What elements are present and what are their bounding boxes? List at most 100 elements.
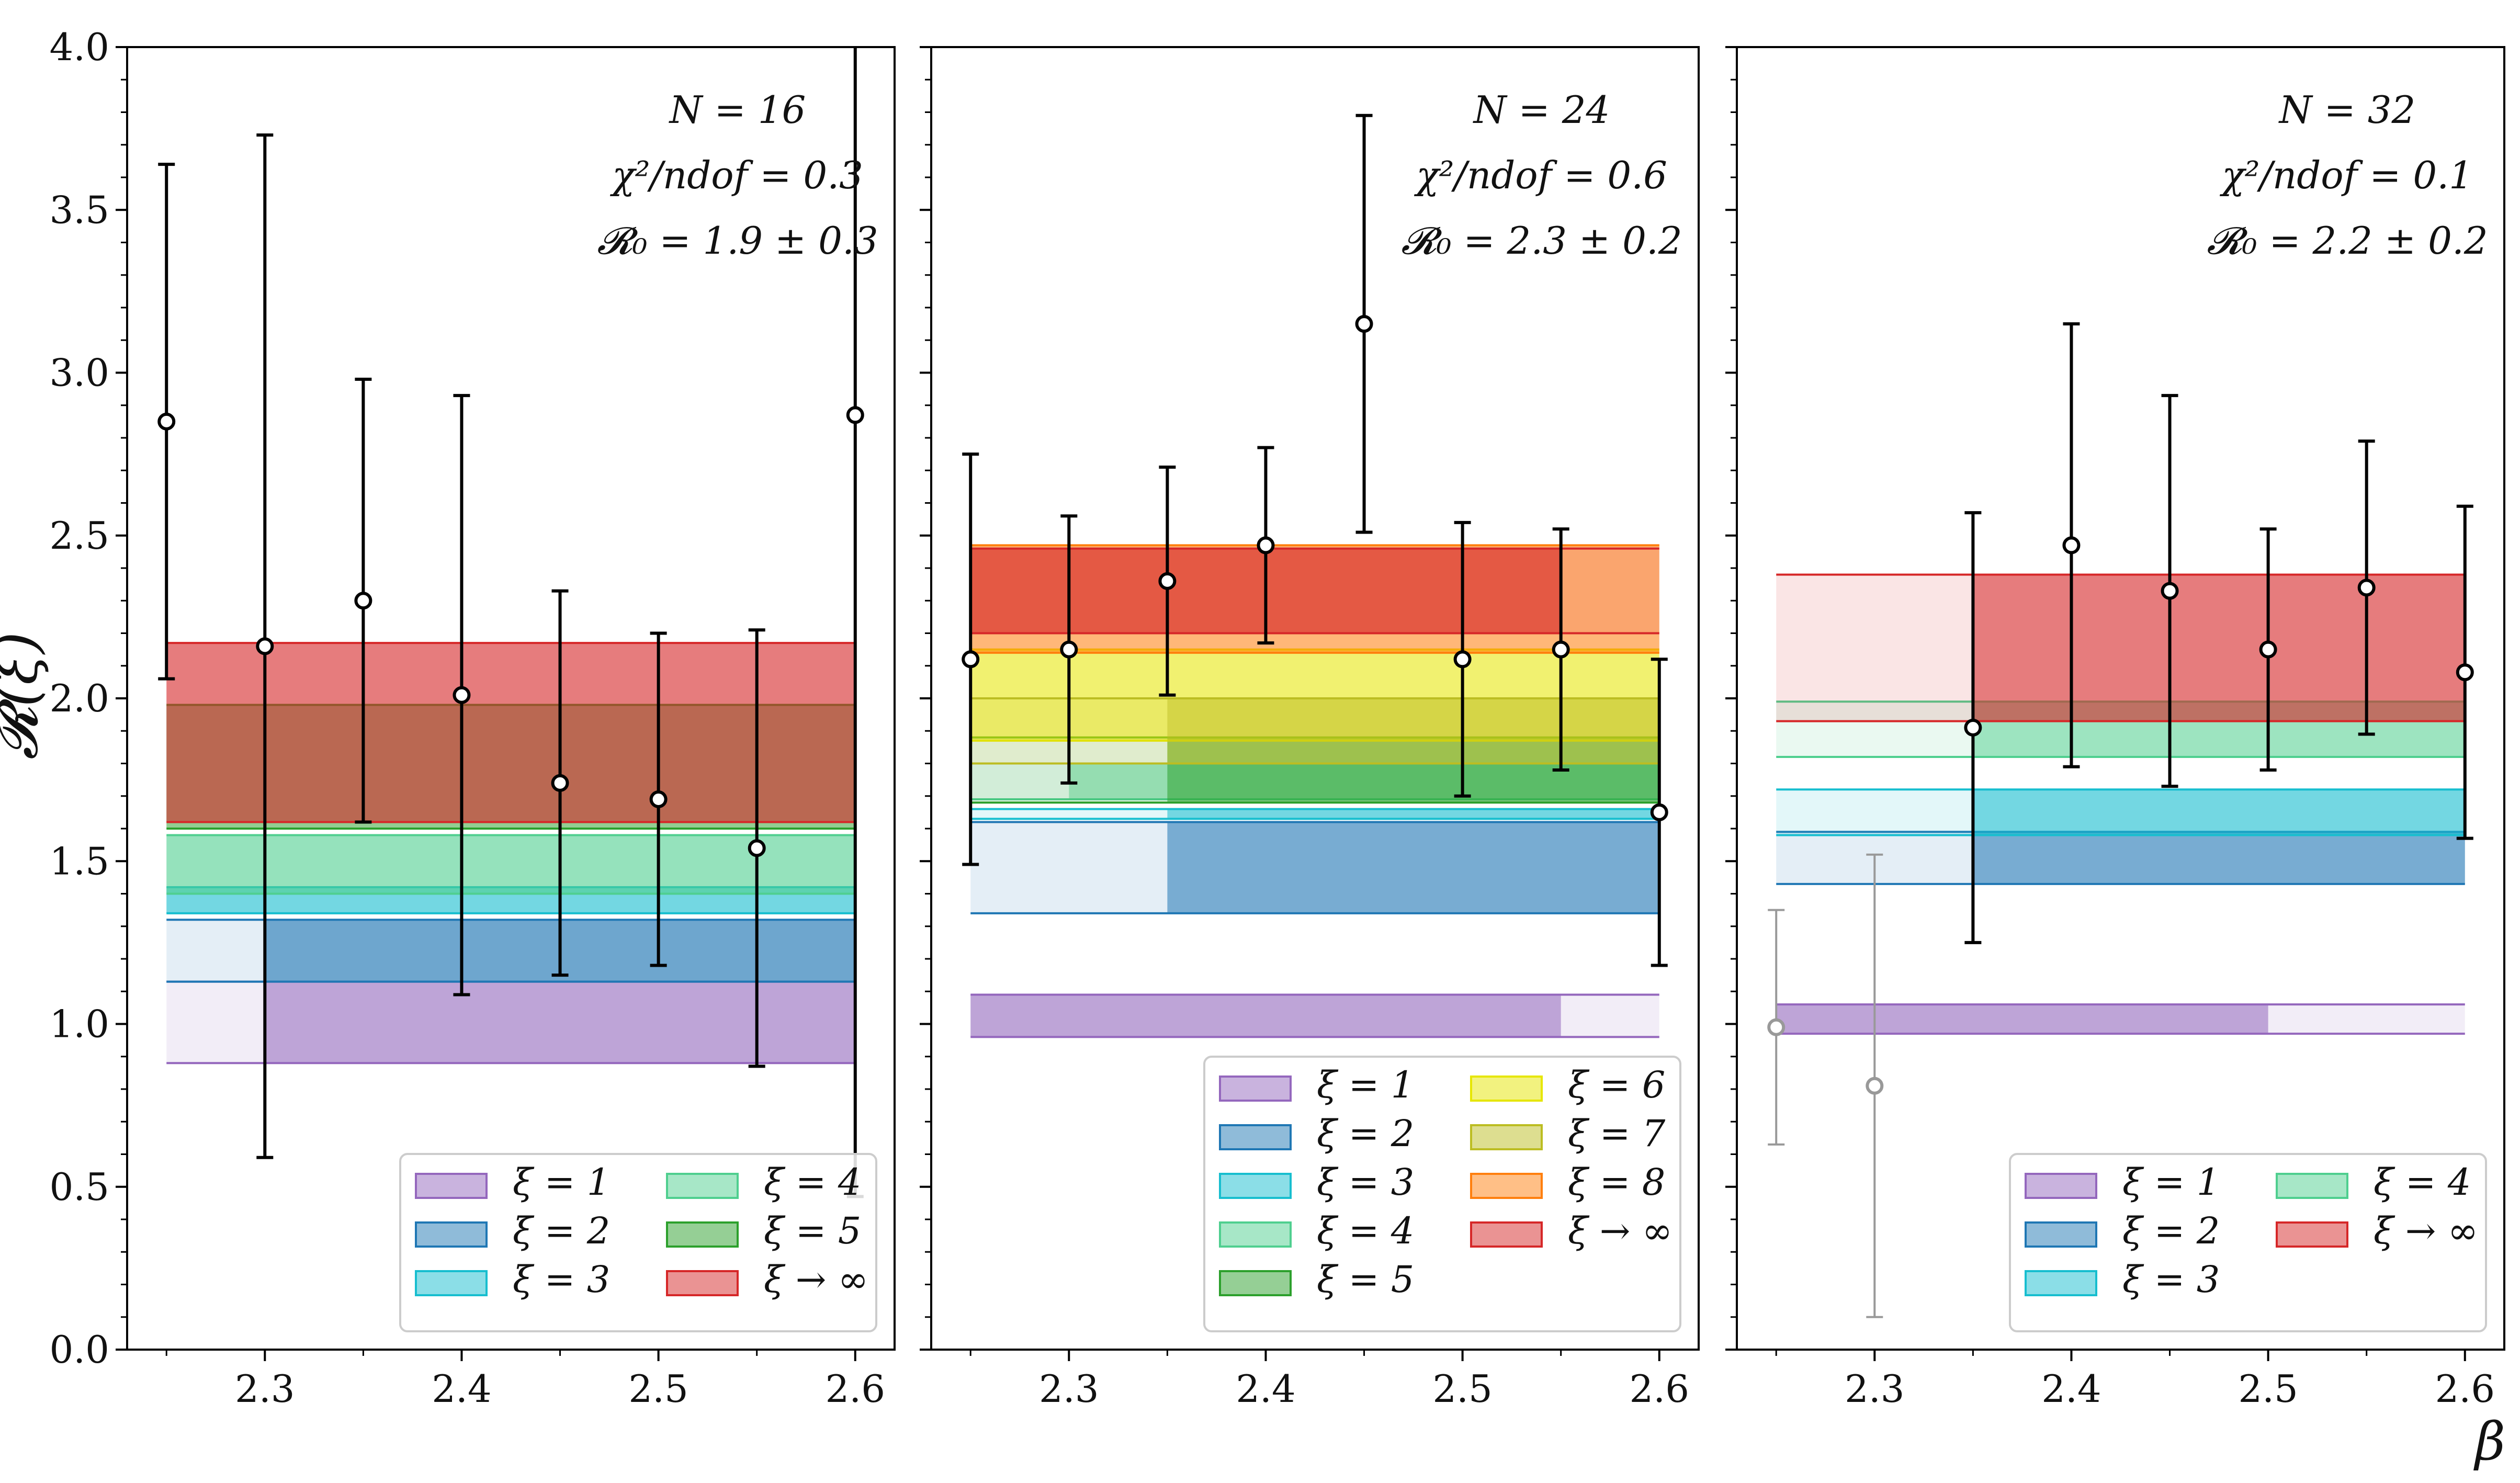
x-tick-label: 2.4: [1236, 1367, 1296, 1411]
legend: ξ = 1 ξ = 2 ξ = 3 ξ = 4 ξ → ∞: [2009, 1153, 2487, 1332]
data-marker: [649, 790, 668, 808]
band-xi-4: [166, 834, 855, 895]
panels: 2.3 2.4 2.5 2.6 0.0 0.5 1.0 1.5 2.0 2.5 3.0 3.5 4.0 N…: [49, 25, 2505, 1411]
data-point-6: [649, 631, 668, 967]
data-marker: [453, 686, 471, 704]
legend-swatch: [666, 1221, 739, 1248]
data-marker: [2357, 579, 2376, 597]
legend-entry: ξ → ∞: [1470, 1209, 1673, 1252]
data-point-4: [1257, 446, 1275, 645]
plot-area: [1767, 322, 2474, 1318]
data-marker: [846, 406, 864, 424]
y-tick-label: 2.5: [49, 514, 109, 558]
data-point-1: [157, 163, 176, 681]
legend-label: ξ = 2: [1317, 1112, 1414, 1155]
legend-label: ξ = 5: [764, 1209, 861, 1252]
legend-label: ξ = 1: [513, 1161, 610, 1204]
legend-entry: ξ = 1: [1219, 1063, 1414, 1106]
legend-swatch: [666, 1270, 739, 1296]
band-xi-2: [1776, 831, 2465, 885]
legend-swatch: [415, 1173, 488, 1199]
data-point-5: [551, 589, 569, 977]
legend-label: ξ = 3: [2122, 1258, 2220, 1301]
band-xi-2: [166, 919, 855, 983]
legend-swatch: [1470, 1076, 1543, 1102]
legend: ξ = 1 ξ = 2 ξ = 3 ξ = 4 ξ = 5 ξ → ∞: [399, 1153, 877, 1332]
legend-swatch: [415, 1270, 488, 1296]
data-point-3: [354, 377, 372, 824]
legend-entry: ξ = 1: [415, 1161, 610, 1204]
band-fit: [1973, 832, 2465, 884]
data-marker: [1552, 640, 1570, 659]
annotation-2: χ²/ndof = 0.6: [1414, 153, 1667, 197]
y-tick-label: 1.5: [49, 839, 109, 883]
band-fit: [1973, 789, 2465, 835]
y-tick-label: 0.0: [49, 1328, 109, 1372]
band-xi-1: [1776, 1003, 2465, 1035]
legend-entry: ξ → ∞: [666, 1258, 868, 1301]
band-fit: [1167, 737, 1659, 803]
x-tick-label: 2.4: [2041, 1367, 2101, 1411]
legend-swatch: [1219, 1221, 1292, 1248]
legend-entry: ξ = 3: [2025, 1258, 2220, 1301]
legend-entry: ξ = 2: [415, 1209, 610, 1252]
data-marker: [1453, 650, 1472, 669]
data-marker: [1355, 315, 1373, 333]
data-marker: [256, 637, 274, 655]
x-tick-label: 2.3: [1039, 1367, 1099, 1411]
data-marker: [962, 650, 980, 669]
band-xi-5: [970, 736, 1659, 804]
band-xi-2: [970, 821, 1659, 914]
annotation-1: N = 16: [669, 88, 806, 132]
data-marker: [1964, 719, 1982, 737]
data-point-7: [2357, 439, 2376, 736]
legend-label: ξ = 5: [1317, 1258, 1414, 1301]
band-xi-7: [970, 697, 1659, 765]
band-fit: [1973, 574, 2465, 721]
annotation-3: 𝓡₀ = 2.3 ± 0.2: [1401, 219, 1682, 263]
legend-box: [2009, 1153, 2487, 1332]
x-tick-label: 2.5: [2238, 1367, 2298, 1411]
data-point-6: [2259, 527, 2277, 772]
legend-label: ξ → ∞: [1568, 1209, 1673, 1252]
y-tick-label: 3.5: [49, 188, 109, 232]
legend-swatch: [1219, 1173, 1292, 1199]
data-point-3: [1964, 511, 1982, 944]
data-point-8: [1650, 658, 1668, 967]
legend-entry: ξ → ∞: [2276, 1209, 2478, 1252]
plot-area: [962, 114, 1668, 1038]
data-marker: [2161, 582, 2179, 600]
legend-entry: ξ = 5: [1219, 1258, 1414, 1301]
panel-1: 2.3 2.4 2.5 2.6 0.0 0.5 1.0 1.5 2.0 2.5 3.0 3.5 4.0 N…: [49, 25, 896, 1411]
x-tick-label: 2.3: [1845, 1367, 1905, 1411]
annotation-2: χ²/ndof = 0.3: [609, 153, 863, 197]
data-marker: [1158, 572, 1177, 590]
legend-label: ξ = 3: [513, 1258, 610, 1301]
annotation-1: N = 24: [1473, 88, 1610, 132]
legend-swatch: [1470, 1173, 1543, 1199]
legend-entry: ξ = 3: [1219, 1161, 1414, 1204]
panel-2: 2.3 2.4 2.5 2.6 N = 24 χ²/ndof = 0.6 𝓡₀ = 2.3 …: [920, 46, 1700, 1411]
x-tick-label: 2.6: [826, 1367, 886, 1411]
data-point-1: [1767, 909, 1786, 1146]
x-tick-label: 2.3: [235, 1367, 295, 1411]
legend: ξ = 1 ξ = 2 ξ = 3 ξ = 4 ξ = 5 ξ = 6 ξ = 7 ξ = 8…: [1203, 1056, 1681, 1332]
band-fit: [265, 981, 855, 1063]
legend-swatch: [2025, 1173, 2097, 1199]
legend-label: ξ = 4: [1317, 1209, 1414, 1252]
y-tick-label: 1.0: [49, 1002, 109, 1046]
legend-label: ξ = 2: [513, 1209, 610, 1252]
data-point-6: [1453, 520, 1472, 798]
y-axis-label: 𝓡(ξ): [0, 632, 50, 760]
legend-swatch: [2025, 1270, 2097, 1296]
legend-swatch: [1470, 1124, 1543, 1150]
data-point-4: [453, 394, 471, 997]
data-marker: [1866, 1077, 1884, 1095]
band-xi-1: [970, 993, 1659, 1038]
legend-label: ξ = 3: [1317, 1161, 1414, 1204]
band-fit: [166, 643, 855, 822]
data-point-2: [1866, 853, 1884, 1318]
y-tick-label: 0.5: [49, 1165, 109, 1209]
data-point-1: [962, 452, 980, 866]
x-tick-label: 2.6: [1630, 1367, 1690, 1411]
